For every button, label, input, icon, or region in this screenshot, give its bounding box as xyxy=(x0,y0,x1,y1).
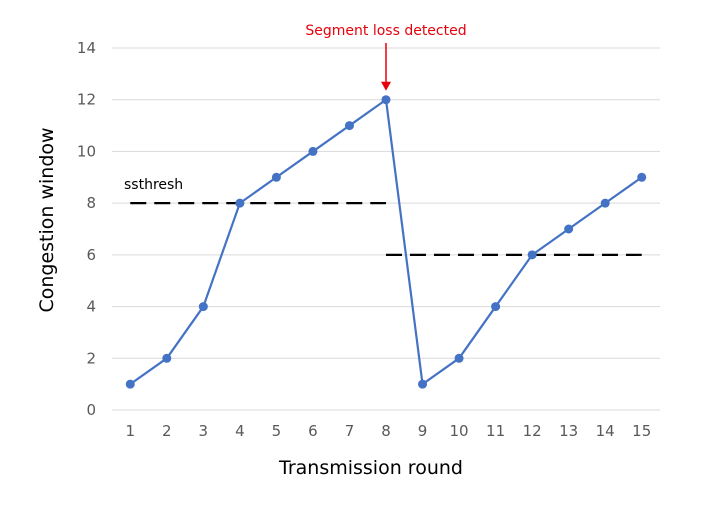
ssthresh-label: ssthresh xyxy=(124,177,183,193)
data-point xyxy=(600,198,610,208)
y-tick-label: 0 xyxy=(86,401,96,419)
y-tick-label: 6 xyxy=(86,246,96,264)
y-tick-label: 14 xyxy=(77,39,96,57)
x-tick-label: 5 xyxy=(272,422,282,440)
x-tick-label: 10 xyxy=(450,422,469,440)
data-point xyxy=(527,250,537,260)
y-tick-label: 12 xyxy=(77,91,96,109)
y-axis-title: Congestion window xyxy=(36,127,58,312)
x-tick-label: 8 xyxy=(381,422,391,440)
x-tick-label: 11 xyxy=(486,422,505,440)
annotations: Segment loss detected xyxy=(305,23,467,91)
y-tick-label: 8 xyxy=(86,194,96,212)
data-point xyxy=(198,302,208,312)
data-point xyxy=(637,172,647,182)
data-point xyxy=(381,95,391,105)
series xyxy=(125,95,647,389)
data-point xyxy=(564,224,574,234)
x-tick-label: 4 xyxy=(235,422,245,440)
data-point xyxy=(454,353,464,363)
data-point xyxy=(271,172,281,182)
x-tick-label: 9 xyxy=(418,422,428,440)
x-tick-label: 14 xyxy=(596,422,615,440)
y-tick-label: 10 xyxy=(77,142,96,160)
series-line xyxy=(129,97,643,387)
reference-lines xyxy=(130,202,642,256)
x-axis-title: Transmission round xyxy=(278,457,463,479)
x-tick-label: 2 xyxy=(162,422,172,440)
x-tick-label: 3 xyxy=(199,422,209,440)
x-tick-label: 13 xyxy=(559,422,578,440)
data-point xyxy=(162,353,172,363)
x-tick-label: 7 xyxy=(345,422,355,440)
x-tick-label: 1 xyxy=(125,422,135,440)
y-tick-label: 2 xyxy=(86,349,96,367)
data-point xyxy=(308,146,318,156)
data-point xyxy=(491,302,501,312)
data-point xyxy=(125,379,135,389)
x-tick-label: 6 xyxy=(308,422,318,440)
data-point xyxy=(235,198,245,208)
data-point xyxy=(344,121,354,131)
x-tick-label: 12 xyxy=(523,422,542,440)
annotation-arrow-head xyxy=(381,81,391,91)
y-tick-label: 4 xyxy=(86,298,96,316)
annotation-text: Segment loss detected xyxy=(305,23,466,39)
x-tick-label: 15 xyxy=(632,422,651,440)
data-point xyxy=(418,379,428,389)
y-tick-labels: 0 2 4 6 8 10 12 14 xyxy=(77,39,96,419)
x-tick-labels: 1 2 3 4 5 6 7 8 9 10 11 12 13 14 15 xyxy=(125,422,651,440)
